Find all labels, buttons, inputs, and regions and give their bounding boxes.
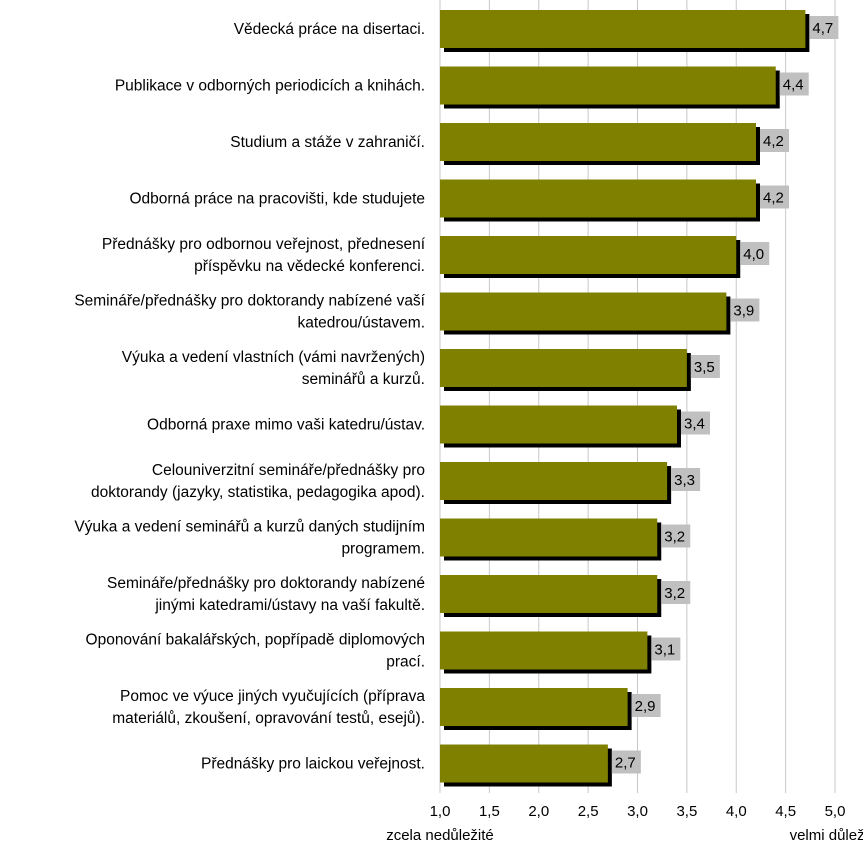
- data-label-background: [661, 524, 691, 548]
- category-label: Publikace v odborných periodicích a knih…: [115, 78, 425, 95]
- category-labels: Vědecká práce na disertaci. Publikace v o…: [74, 21, 425, 773]
- data-label-background: [671, 468, 701, 491]
- x-tick-label: 1,0: [430, 803, 451, 820]
- data-label: 4,0: [743, 246, 764, 263]
- data-label-background: [740, 242, 770, 265]
- data-label: 3,5: [694, 359, 715, 376]
- data-label: 2,7: [615, 755, 636, 772]
- x-axis-min-label: zcela nedůležité: [386, 827, 494, 844]
- category-label: Studium a stáže v zahraničí.: [230, 134, 425, 151]
- category-label: Výuka a vedení seminářů a kurzů daných s…: [74, 519, 425, 536]
- bar: [440, 349, 687, 387]
- data-label: 3,4: [684, 416, 705, 433]
- data-label: 4,2: [763, 133, 784, 150]
- data-label-background: [651, 637, 681, 661]
- data-label-background: [661, 581, 691, 604]
- data-label: 3,2: [664, 529, 685, 546]
- data-label: 3,9: [733, 303, 754, 320]
- bar: [440, 123, 756, 161]
- x-tick-label: 5,0: [825, 803, 846, 820]
- data-label: 4,4: [783, 77, 804, 94]
- bar: [440, 631, 648, 670]
- category-label: programem.: [341, 541, 425, 558]
- category-label: příspěvku na vědecké konferenci.: [194, 258, 425, 275]
- data-label: 4,7: [812, 20, 833, 37]
- x-tick-label: 4,5: [775, 803, 796, 820]
- category-label: Semináře/přednášky pro doktorandy nabíze…: [74, 293, 425, 310]
- category-label: Vědecká práce na disertaci.: [234, 21, 425, 38]
- data-label-background: [809, 16, 839, 39]
- data-label: 4,2: [763, 190, 784, 207]
- x-axis-max-label: velmi důležité: [790, 827, 863, 844]
- category-label: seminářů a kurzů.: [302, 371, 425, 388]
- data-label-background: [760, 185, 789, 209]
- category-label: jinými katedrami/ústavy na vaší fakultě.: [154, 597, 425, 614]
- data-label: 3,3: [674, 472, 695, 489]
- data-label-background: [730, 298, 760, 322]
- data-label-background: [779, 72, 809, 96]
- x-tick-label: 3,0: [627, 803, 648, 820]
- category-label: doktorandy (jazyky, statistika, pedagogi…: [91, 484, 425, 501]
- data-label-background: [760, 129, 789, 152]
- bar: [440, 462, 668, 500]
- x-tick-label: 3,5: [676, 803, 697, 820]
- gridlines: [439, 0, 836, 793]
- bar: [440, 179, 756, 218]
- category-label: prací.: [386, 654, 425, 671]
- category-label: Přednášky pro laickou veřejnost.: [201, 756, 425, 773]
- bar: [440, 405, 677, 444]
- bar: [440, 744, 608, 783]
- category-label: Odborná práce na pracovišti, kde studuje…: [129, 191, 425, 208]
- bar: [440, 10, 806, 48]
- category-label: Celouniverzitní semináře/přednášky pro: [152, 462, 425, 479]
- bar: [440, 66, 776, 105]
- category-label: Pomoc ve výuce jiných vyučujících (přípr…: [120, 688, 425, 705]
- category-label: materiálů, zkoušení, opravování testů, e…: [112, 710, 425, 727]
- x-axis-ticks: 1,0 1,5 2,0 2,5 3,0 3,5 4,0 4,5 5,0: [430, 803, 846, 820]
- x-tick-label: 4,0: [726, 803, 747, 820]
- category-label: Semináře/přednášky pro doktorandy nabíze…: [107, 575, 425, 592]
- data-label-background: [611, 750, 641, 774]
- x-tick-label: 2,0: [528, 803, 549, 820]
- x-tick-label: 2,5: [578, 803, 599, 820]
- category-label: Odborná praxe mimo vaši katedru/ústav.: [147, 417, 425, 434]
- bar: [440, 292, 727, 331]
- data-label-background: [690, 355, 720, 378]
- data-label: 3,1: [654, 642, 675, 659]
- category-label: katedrou/ústavem.: [297, 315, 425, 332]
- bar: [440, 575, 658, 613]
- bars: 4,7 4,4 4,2 4,2 4,0 3,9 3,5 3,4 3,3 3,2 3,2 3,1 2,9 2…: [440, 10, 839, 787]
- data-label-background: [681, 411, 710, 435]
- bar: [440, 688, 628, 726]
- data-label-background: [631, 694, 661, 717]
- category-label: Přednášky pro odbornou veřejnost, předne…: [102, 236, 426, 253]
- data-label: 3,2: [664, 585, 685, 602]
- x-tick-label: 1,5: [479, 803, 500, 820]
- bar: [440, 236, 737, 274]
- category-label: Oponování bakalářských, popřípadě diplom…: [86, 632, 425, 649]
- category-label: Výuka a vedení vlastních (vámi navrženýc…: [122, 349, 425, 366]
- data-label: 2,9: [635, 698, 656, 715]
- bar: [440, 518, 658, 557]
